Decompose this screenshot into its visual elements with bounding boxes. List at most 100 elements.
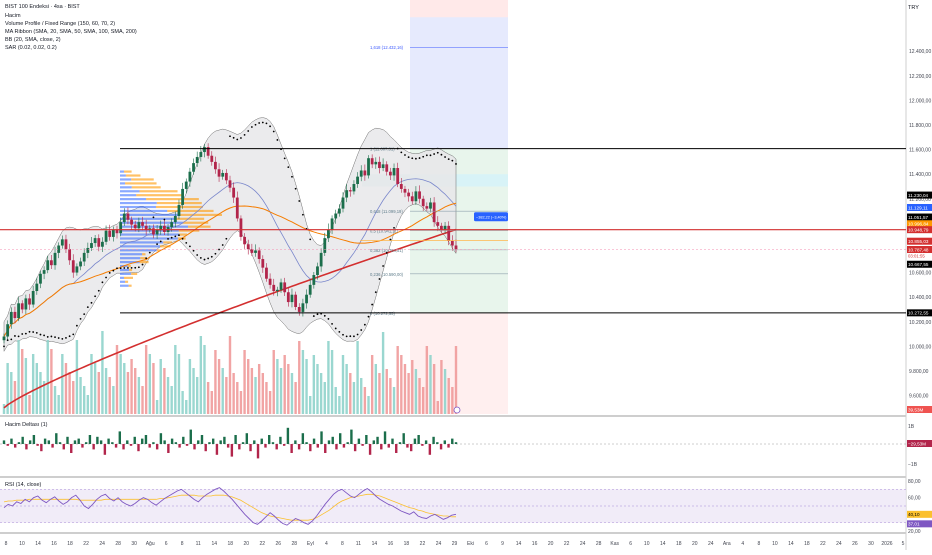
candle-body[interactable] [385,164,388,171]
candle-body[interactable] [94,238,97,243]
candle-body[interactable] [145,226,148,230]
candle-body[interactable] [203,147,206,152]
candle-body[interactable] [112,230,115,237]
candle-body[interactable] [189,172,192,182]
candle-body[interactable] [221,173,224,177]
candle-body[interactable] [119,222,122,233]
candle-body[interactable] [298,307,301,312]
candle-body[interactable] [374,162,377,164]
candle-body[interactable] [243,237,246,244]
candle-body[interactable] [196,157,199,163]
candle-body[interactable] [320,253,323,267]
candle-body[interactable] [305,295,308,304]
candle-body[interactable] [10,312,13,324]
candle-body[interactable] [302,303,305,312]
candle-body[interactable] [294,295,297,307]
candle-body[interactable] [14,312,17,318]
candle-body[interactable] [83,253,86,262]
candle-body[interactable] [24,298,27,309]
candle-body[interactable] [225,173,228,180]
candle-body[interactable] [334,214,337,219]
candle-body[interactable] [101,242,104,247]
candle-body[interactable] [404,189,407,193]
candle-body[interactable] [312,275,315,285]
candle-body[interactable] [218,169,221,176]
candle-body[interactable] [371,158,374,164]
candle-body[interactable] [79,261,82,266]
candle-body[interactable] [455,246,458,250]
candle-body[interactable] [327,230,330,239]
candle-body[interactable] [247,244,250,249]
candle-body[interactable] [411,196,414,201]
candle-body[interactable] [108,231,111,237]
candle-body[interactable] [393,168,396,175]
candle-body[interactable] [309,285,312,295]
candle-body[interactable] [342,198,345,209]
candle-body[interactable] [199,152,202,157]
candle-body[interactable] [214,162,217,169]
candle-body[interactable] [254,250,257,252]
candle-body[interactable] [433,202,436,222]
candle-body[interactable] [276,290,279,291]
candle-body[interactable] [170,222,173,227]
candle-body[interactable] [422,199,425,206]
candle-body[interactable] [76,266,79,272]
candle-body[interactable] [407,193,410,197]
candle-body[interactable] [28,298,31,304]
candle-body[interactable] [447,226,450,241]
candle-body[interactable] [46,260,49,270]
candle-body[interactable] [192,163,195,172]
candle-body[interactable] [178,205,181,216]
candle-body[interactable] [54,253,57,265]
candle-body[interactable] [105,231,108,242]
candle-body[interactable] [323,238,326,253]
candle-body[interactable] [261,259,264,268]
candle-body[interactable] [159,226,162,230]
candle-body[interactable] [287,292,290,302]
candle-body[interactable] [35,284,38,291]
candle-body[interactable] [349,190,352,191]
candle-body[interactable] [163,226,166,232]
candle-body[interactable] [258,250,261,259]
candle-body[interactable] [418,191,421,198]
candle-body[interactable] [269,279,272,285]
candle-body[interactable] [61,239,64,245]
candle-body[interactable] [316,266,319,275]
candle-body[interactable] [185,182,188,189]
candle-body[interactable] [72,260,75,272]
candle-body[interactable] [265,268,268,279]
candle-body[interactable] [240,218,243,236]
candle-body[interactable] [174,216,177,222]
candle-body[interactable] [338,209,341,214]
candle-body[interactable] [331,218,334,229]
candle-body[interactable] [32,291,35,305]
candle-body[interactable] [280,282,283,289]
candle-body[interactable] [283,282,286,292]
alert-icon[interactable] [454,407,460,413]
candle-body[interactable] [272,285,275,291]
candle-body[interactable] [444,226,447,230]
candle-body[interactable] [345,190,348,197]
candle-body[interactable] [3,337,6,341]
candle-body[interactable] [39,274,42,284]
candle-body[interactable] [134,225,137,229]
candle-body[interactable] [353,184,356,191]
candle-body[interactable] [429,202,432,208]
candle-body[interactable] [363,170,366,175]
candle-body[interactable] [141,222,144,226]
candle-body[interactable] [68,249,71,260]
candle-body[interactable] [90,243,93,248]
candle-body[interactable] [382,164,385,168]
candle-body[interactable] [86,248,89,253]
candle-body[interactable] [356,177,359,184]
candle-body[interactable] [229,180,232,187]
candle-body[interactable] [415,191,418,201]
candle-body[interactable] [378,162,381,168]
candle-body[interactable] [43,270,46,274]
candle-body[interactable] [389,172,392,176]
candle-body[interactable] [65,239,68,249]
candle-body[interactable] [97,238,100,247]
candle-body[interactable] [17,303,20,318]
candle-body[interactable] [123,214,126,223]
